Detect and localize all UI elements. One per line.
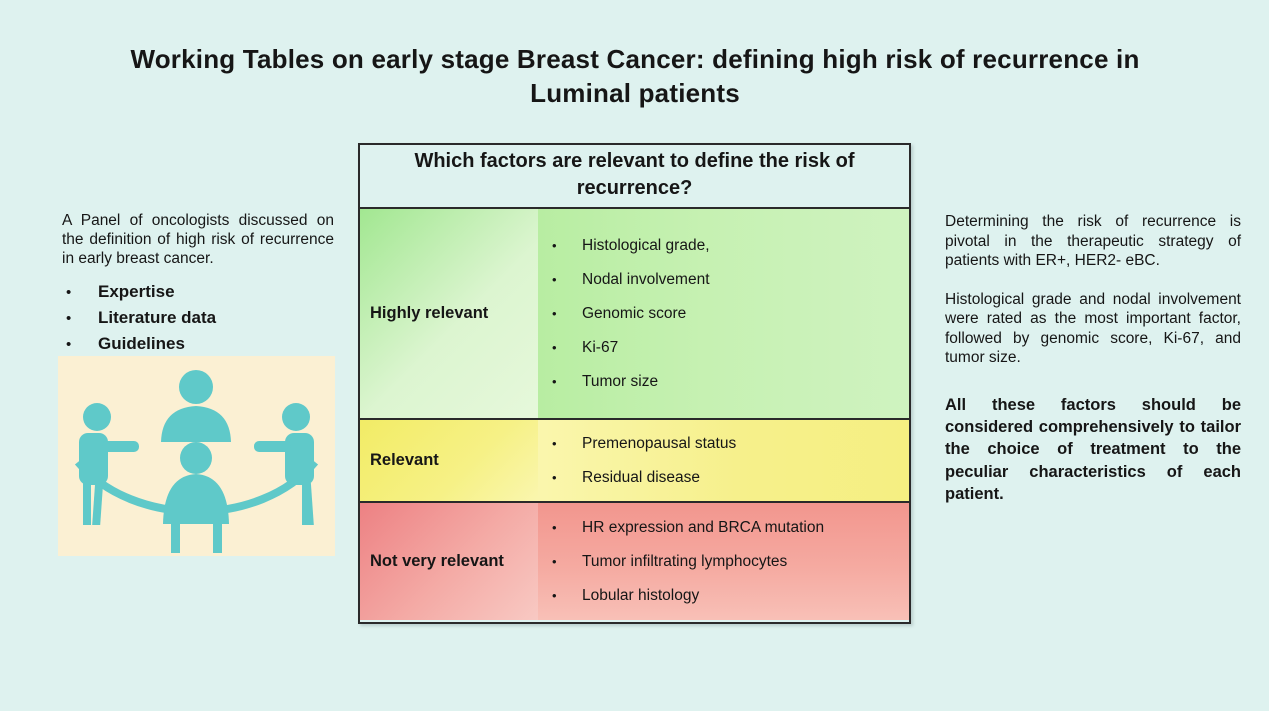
bullet-icon: • bbox=[552, 272, 557, 287]
row-items: • Histological grade, • Nodal involvement • G… bbox=[538, 209, 909, 418]
bullet-icon: • bbox=[552, 306, 557, 321]
list-item: • Tumor size bbox=[544, 371, 903, 392]
panel-bullet-list: • Expertise • Literature data • Guidelines bbox=[62, 279, 334, 357]
list-item: • Lobular histology bbox=[544, 585, 903, 606]
row-label: Not very relevant bbox=[360, 503, 538, 620]
bullet-icon: • bbox=[552, 340, 557, 355]
bullet-icon: • bbox=[552, 470, 557, 485]
relevance-table: Which factors are relevant to define the… bbox=[358, 143, 911, 624]
table-row-relevant: Relevant • Premenopausal status • Residual … bbox=[360, 418, 909, 501]
list-item: • Residual disease bbox=[544, 467, 903, 488]
round-table-discussion-icon bbox=[58, 356, 335, 556]
row-label: Highly relevant bbox=[360, 209, 538, 418]
right-paragraph-1: Determining the risk of recurrence is pi… bbox=[945, 213, 1241, 270]
bullet-icon: • bbox=[66, 335, 72, 353]
panel-discussion-illustration bbox=[58, 356, 335, 556]
list-item: • Ki-67 bbox=[544, 337, 903, 358]
bullet-icon: • bbox=[552, 554, 557, 569]
person-right-icon bbox=[254, 403, 314, 525]
list-item: • Literature data bbox=[62, 305, 334, 331]
list-item: • Expertise bbox=[62, 279, 334, 305]
slide-bottom-edge bbox=[0, 711, 1269, 714]
row-items: • Premenopausal status • Residual disease bbox=[538, 420, 909, 501]
panel-intro-text: A Panel of oncologists discussed on the … bbox=[62, 212, 334, 268]
bullet-icon: • bbox=[552, 436, 557, 451]
row-items: • HR expression and BRCA mutation • Tumor i… bbox=[538, 503, 909, 620]
table-row-highly-relevant: Highly relevant • Histological grade, • Nod… bbox=[360, 209, 909, 418]
table-header: Which factors are relevant to define the… bbox=[360, 145, 909, 209]
right-paragraph-conclusion: All these factors should be considered c… bbox=[945, 395, 1241, 504]
list-item: • Genomic score bbox=[544, 303, 903, 324]
row-label: Relevant bbox=[360, 420, 538, 501]
person-top-icon bbox=[161, 370, 231, 442]
list-item: • Guidelines bbox=[62, 331, 334, 357]
list-item: • Tumor infiltrating lymphocytes bbox=[544, 551, 903, 572]
figures-group bbox=[74, 370, 319, 553]
list-item: • HR expression and BRCA mutation bbox=[544, 517, 903, 538]
table-row-not-very-relevant: Not very relevant • HR expression and BRC… bbox=[360, 501, 909, 620]
bullet-icon: • bbox=[552, 238, 557, 253]
person-bottom-icon bbox=[163, 442, 229, 553]
person-left-icon bbox=[79, 403, 139, 525]
list-item: • Premenopausal status bbox=[544, 433, 903, 454]
bullet-icon: • bbox=[552, 520, 557, 535]
left-panel: A Panel of oncologists discussed on the … bbox=[62, 211, 334, 357]
list-item: • Histological grade, bbox=[544, 235, 903, 256]
bullet-icon: • bbox=[66, 309, 72, 327]
bullet-icon: • bbox=[552, 374, 557, 389]
page-title: Working Tables on early stage Breast Can… bbox=[130, 44, 1140, 109]
list-item: • Nodal involvement bbox=[544, 269, 903, 290]
bullet-icon: • bbox=[552, 588, 557, 603]
right-paragraph-2: Histological grade and nodal involvement… bbox=[945, 290, 1241, 367]
right-panel: Determining the risk of recurrence is pi… bbox=[945, 212, 1241, 525]
bullet-icon: • bbox=[66, 283, 72, 301]
